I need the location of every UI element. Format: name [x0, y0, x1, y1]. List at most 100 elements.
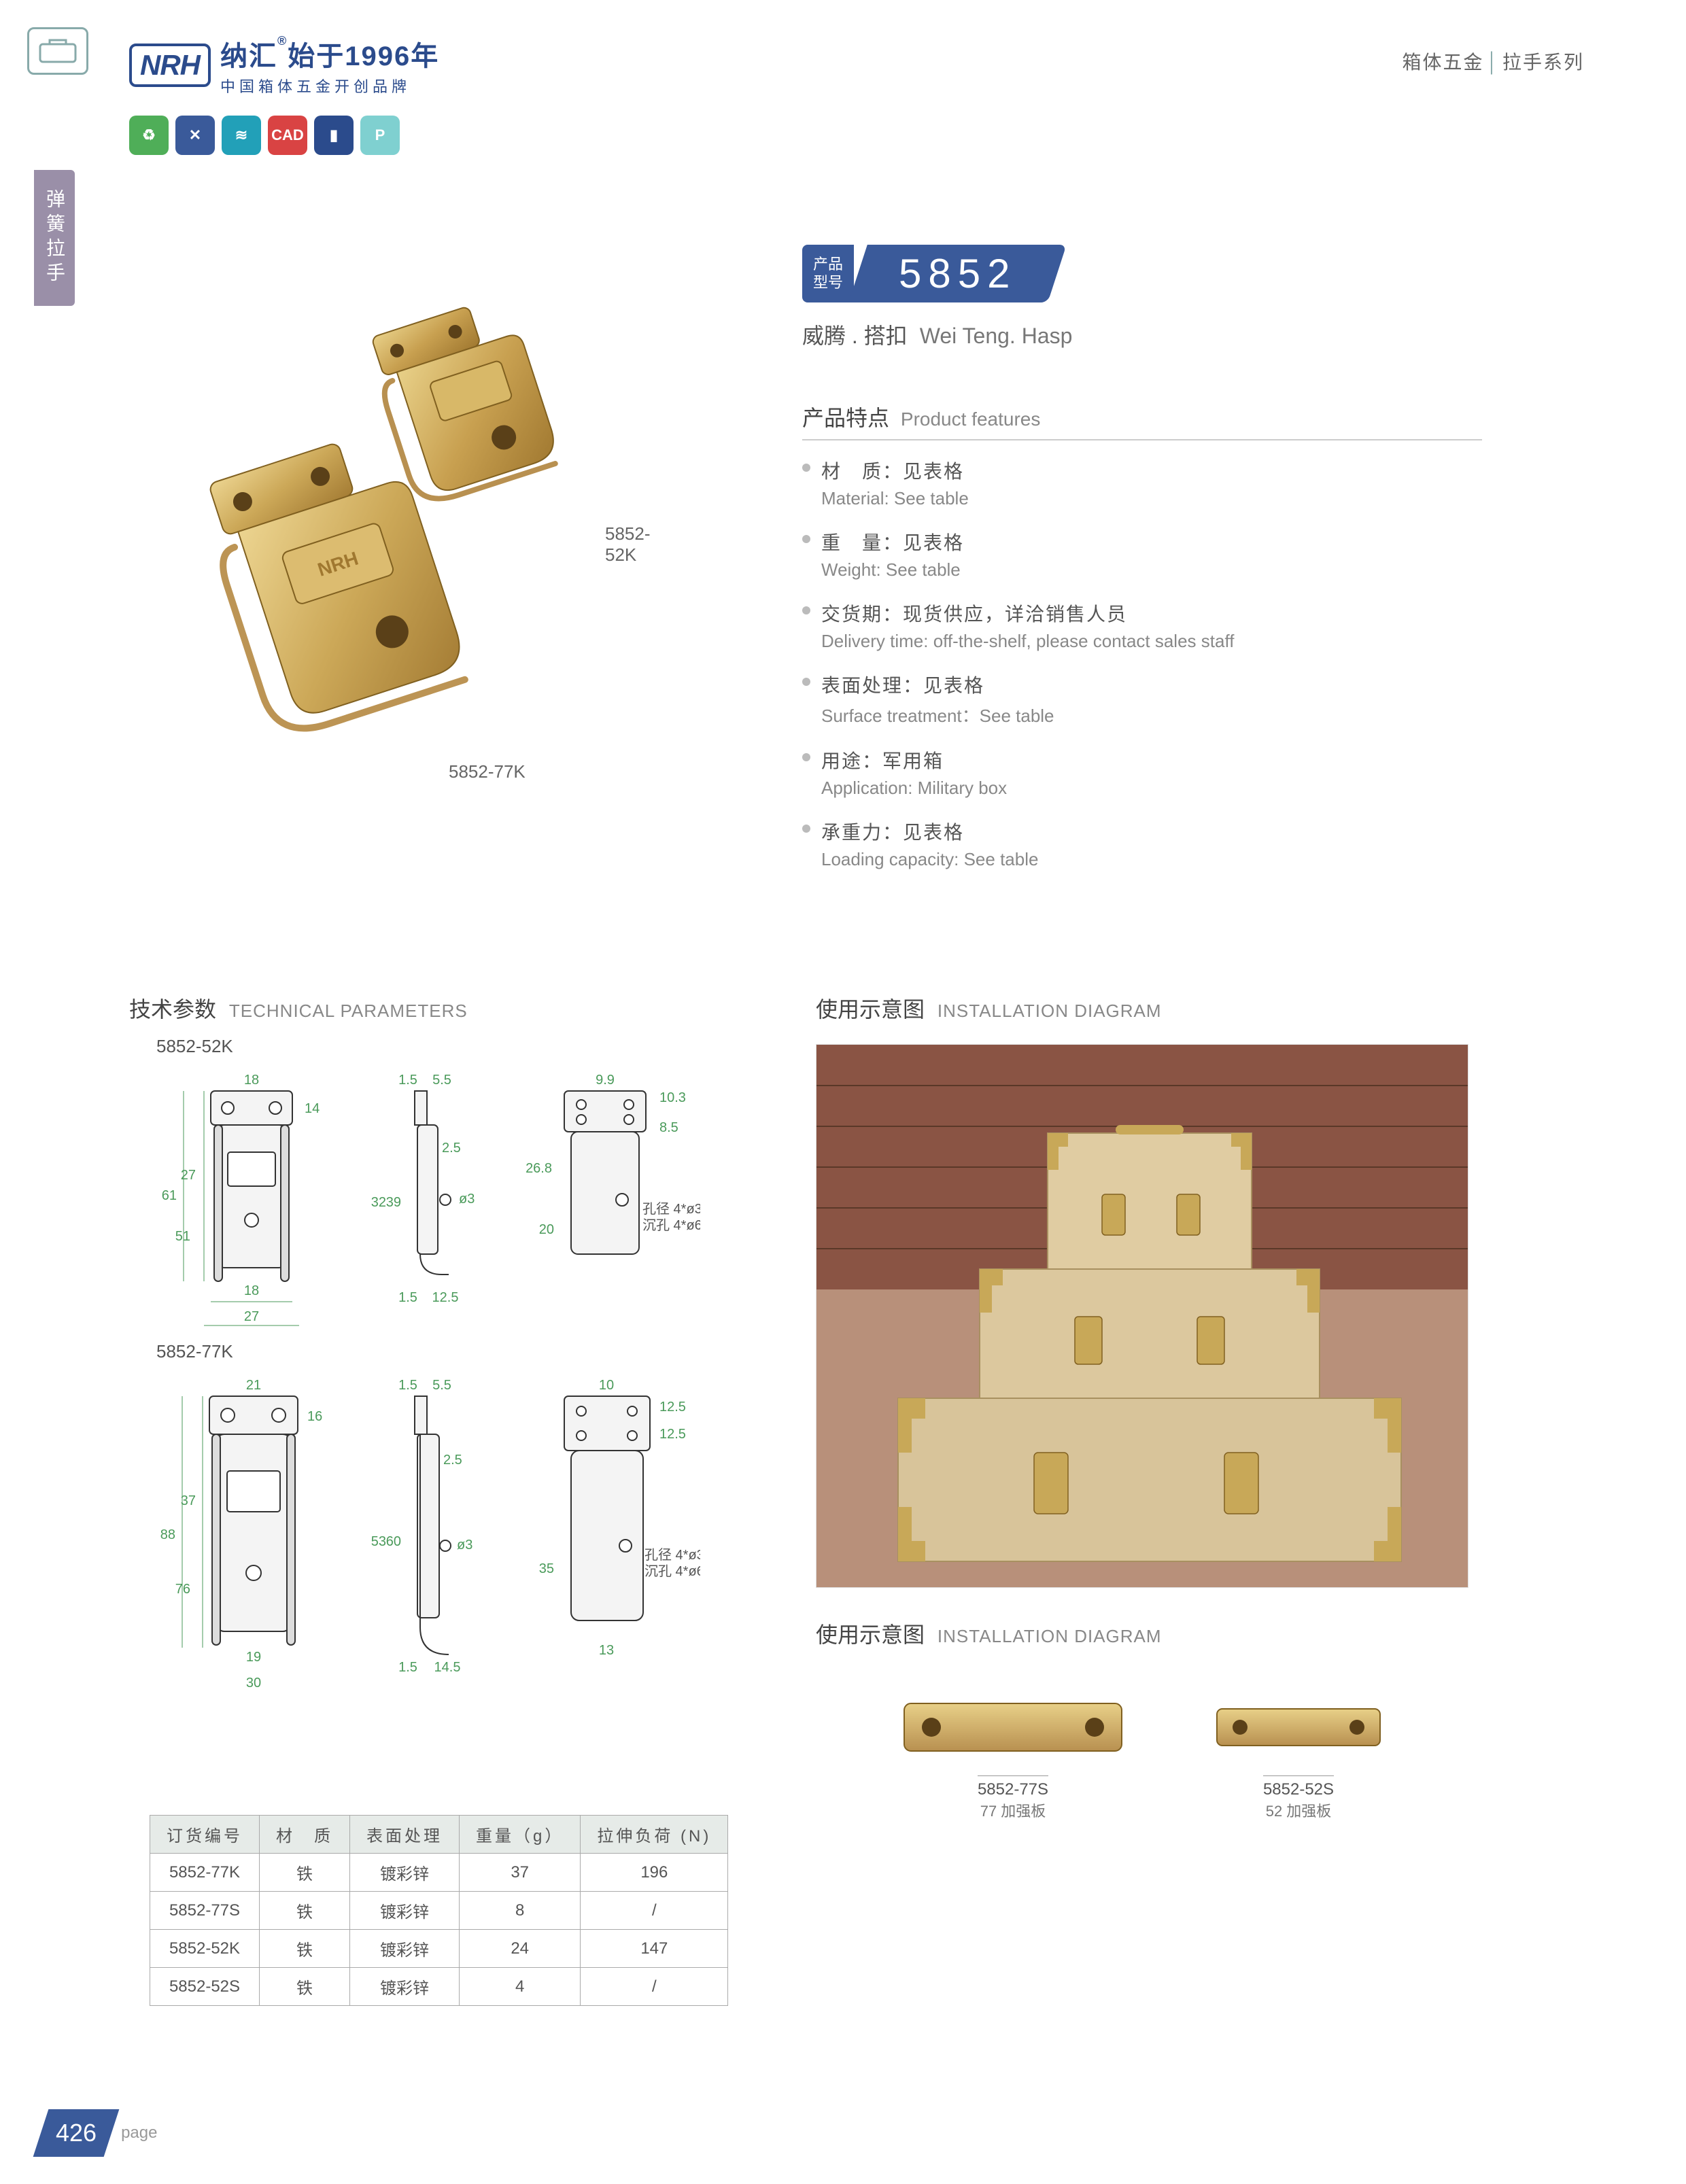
svg-text:12.5: 12.5: [432, 1290, 459, 1305]
svg-text:39: 39: [386, 1195, 401, 1210]
features-title: 产品特点 Product features: [802, 401, 1482, 440]
svg-text:沉孔 4*ø6: 沉孔 4*ø6: [642, 1217, 700, 1233]
svg-text:18: 18: [244, 1283, 259, 1298]
header-handle-icon: [27, 27, 88, 75]
diagram-a-back: 9.9 10.3 26.8 8.5 20 孔径 4*ø3 沉孔 4*ø6: [523, 1064, 700, 1329]
diagram-row-b: 21 16 37 88 76 19 30 1.5 5.5 2.5 60: [156, 1369, 768, 1695]
plate-item-52s: 5852-52S52 加强板: [1210, 1690, 1387, 1821]
feature-item: 重 量：见表格Weight: See table: [802, 528, 1482, 580]
side-category-tab: 弹簧拉手: [34, 170, 75, 306]
product-image-area: NRH 5852-52K 5852-77K: [190, 272, 680, 761]
feature-item: 表面处理：见表格Surface treatment：See table: [802, 671, 1482, 727]
svg-text:27: 27: [181, 1168, 196, 1183]
table-row: 5852-77S铁镀彩锌8/: [150, 1892, 728, 1930]
plates-block: 使用示意图 INSTALLATION DIAGRAM 5852-77S77 加强…: [816, 1618, 1468, 1821]
svg-text:32: 32: [371, 1195, 386, 1210]
header-category: 箱体五金│拉手系列: [1402, 48, 1584, 75]
technical-parameters: 技术参数 TECHNICAL PARAMETERS 5852-52K 18 14…: [129, 992, 768, 1695]
page-header: NRH 纳汇®始于1996年 中国箱体五金开创品牌 箱体五金│拉手系列: [129, 34, 1584, 97]
svg-text:12.5: 12.5: [659, 1427, 686, 1442]
diagram-row-a: 18 14 27 61 51 18 27 1.5 5.5 2.5 39: [156, 1064, 768, 1329]
diagram-b-front: 21 16 37 88 76 19 30: [156, 1369, 333, 1695]
model-badge-label: 产品型号: [802, 245, 854, 302]
table-row: 5852-52S铁镀彩锌4/: [150, 1968, 728, 2006]
product-features: 产品特点 Product features 材 质：见表格Material: S…: [802, 401, 1482, 889]
svg-text:9.9: 9.9: [596, 1073, 615, 1088]
page-word: page: [121, 2124, 157, 2143]
table-header: 重量（g）: [460, 1816, 581, 1854]
features-list: 材 质：见表格Material: See table重 量：见表格Weight:…: [802, 457, 1482, 870]
installation-photo: [816, 1044, 1468, 1588]
brand-tagline: 中国箱体五金开创品牌: [220, 75, 439, 97]
svg-text:51: 51: [175, 1229, 190, 1244]
svg-text:27: 27: [244, 1309, 259, 1324]
model-block: 产品型号 5852 威腾 . 搭扣Wei Teng. Hasp: [802, 245, 1072, 350]
svg-text:60: 60: [386, 1534, 401, 1549]
tech-sub-b: 5852-77K: [156, 1341, 768, 1362]
svg-text:2.5: 2.5: [442, 1141, 461, 1156]
plate-label-77s: 5852-77S77 加强板: [978, 1775, 1048, 1821]
svg-text:21: 21: [246, 1378, 261, 1393]
svg-text:26.8: 26.8: [526, 1161, 552, 1176]
svg-text:孔径 4*ø3: 孔径 4*ø3: [644, 1547, 700, 1563]
diagram-b-back: 10 12.5 12.5 35 13 孔径 4*ø3 沉孔 4*ø6: [523, 1369, 700, 1695]
diagram-a-side: 1.5 5.5 2.5 39 32 ø3 1.5 12.5: [354, 1064, 503, 1329]
install-title: 使用示意图 INSTALLATION DIAGRAM: [816, 992, 1468, 1024]
brand-name: 纳汇®始于1996年: [220, 34, 439, 73]
diagram-b-side: 1.5 5.5 2.5 60 53 ø3 1.5 14.5: [354, 1369, 503, 1695]
tech-params-title: 技术参数 TECHNICAL PARAMETERS: [129, 992, 768, 1024]
svg-text:1.5: 1.5: [398, 1660, 417, 1675]
model-badge: 产品型号 5852: [802, 245, 1072, 302]
table-row: 5852-52K铁镀彩锌24147: [150, 1930, 728, 1968]
model-subtitle: 威腾 . 搭扣Wei Teng. Hasp: [802, 319, 1072, 350]
diagram-a-front: 18 14 27 61 51 18 27: [156, 1064, 333, 1329]
feature-item: 用途：军用箱Application: Military box: [802, 746, 1482, 799]
svg-text:35: 35: [539, 1561, 554, 1576]
table-header: 订货编号: [150, 1816, 260, 1854]
svg-text:5.5: 5.5: [432, 1073, 451, 1088]
svg-text:16: 16: [307, 1409, 322, 1424]
svg-text:10: 10: [599, 1378, 614, 1393]
table-header: 拉伸负荷 (N): [581, 1816, 728, 1854]
table-header: 材 质: [260, 1816, 350, 1854]
plate-label-52s: 5852-52S52 加强板: [1263, 1775, 1334, 1821]
svg-text:1.5: 1.5: [398, 1073, 417, 1088]
feature-item: 交货期：现货供应，详洽销售人员Delivery time: off-the-sh…: [802, 600, 1482, 652]
product-label-52k: 5852-52K: [605, 523, 680, 566]
tech-sub-a: 5852-52K: [156, 1036, 768, 1057]
svg-text:2.5: 2.5: [443, 1453, 462, 1468]
svg-text:14: 14: [305, 1101, 320, 1116]
table-header: 表面处理: [350, 1816, 460, 1854]
svg-text:1.5: 1.5: [398, 1378, 417, 1393]
svg-text:孔径 4*ø3: 孔径 4*ø3: [642, 1201, 700, 1217]
svg-text:沉孔 4*ø6: 沉孔 4*ø6: [644, 1563, 700, 1579]
svg-text:8.5: 8.5: [659, 1120, 678, 1135]
svg-text:20: 20: [539, 1222, 554, 1237]
logo-block: NRH 纳汇®始于1996年 中国箱体五金开创品牌: [129, 34, 439, 97]
table-header-row: 订货编号材 质表面处理重量（g）拉伸负荷 (N): [150, 1816, 728, 1854]
svg-text:5.5: 5.5: [432, 1378, 451, 1393]
svg-text:14.5: 14.5: [434, 1660, 461, 1675]
svg-text:12.5: 12.5: [659, 1400, 686, 1415]
svg-text:ø3: ø3: [457, 1538, 472, 1553]
svg-text:37: 37: [181, 1493, 196, 1508]
spec-table: 订货编号材 质表面处理重量（g）拉伸负荷 (N) 5852-77K铁镀彩锌371…: [150, 1815, 728, 2006]
capability-icon: ♻: [129, 116, 169, 155]
svg-text:10.3: 10.3: [659, 1090, 686, 1105]
feature-item: 承重力：见表格Loading capacity: See table: [802, 818, 1482, 870]
svg-text:ø3: ø3: [459, 1192, 475, 1207]
capability-icon: CAD: [268, 116, 307, 155]
logo-mark: NRH: [129, 44, 211, 87]
page-footer: 426 page: [41, 2109, 157, 2157]
plates-row: 5852-77S77 加强板 5852-52S52 加强板: [816, 1690, 1468, 1821]
model-number: 5852: [848, 245, 1067, 302]
svg-text:18: 18: [244, 1073, 259, 1088]
svg-text:19: 19: [246, 1650, 261, 1665]
product-label-77k: 5852-77K: [449, 761, 526, 782]
capability-icon: ▮: [314, 116, 354, 155]
svg-text:61: 61: [162, 1188, 177, 1203]
svg-text:13: 13: [599, 1643, 614, 1658]
plate-item-77s: 5852-77S77 加强板: [897, 1690, 1129, 1821]
svg-text:76: 76: [175, 1582, 190, 1597]
capability-icon-row: ♻✕≋CAD▮P: [129, 116, 400, 155]
